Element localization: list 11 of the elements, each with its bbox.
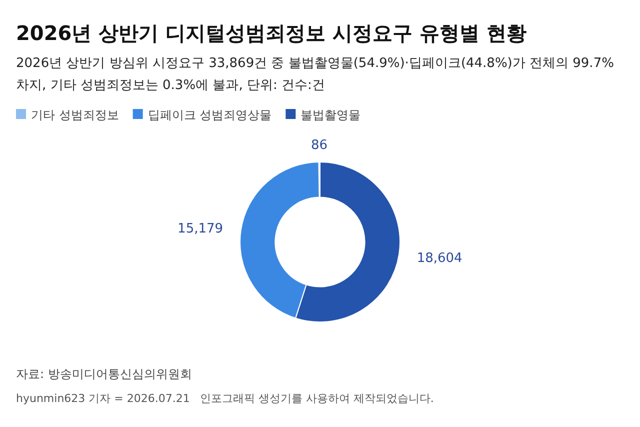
data-label: 86 [310, 138, 328, 154]
legend-label: 불법촬영물 [300, 108, 361, 122]
text: 인포그래픽 생성기를 사용하여 제작되었습니다. [200, 392, 434, 405]
legend-label: 딥페이크 성범죄영상물 [148, 108, 272, 122]
legend-label: 기타 성범죄정보 [31, 108, 119, 122]
text: 자료: 방송미디어통신심의위원회 [16, 367, 192, 381]
text: hyunmin623 기자 = 2026.07.21 [16, 392, 190, 405]
data-label: 15,179 [178, 222, 224, 237]
chart-title: 2026년 상반기 디지털성범죄정보 시정요구 유형별 현황 [16, 21, 526, 45]
data-label: 18,604 [416, 251, 462, 266]
chart-subtitle: 2026년 상반기 방심위 시정요구 33,869건 중 불법촬영물(54.9%)·딥페이크(44.8%)가 전체의 99.7% 차지, 기타 성범죄정보는 0.3%에 불과, 단위: 건수:건 [16, 56, 614, 93]
